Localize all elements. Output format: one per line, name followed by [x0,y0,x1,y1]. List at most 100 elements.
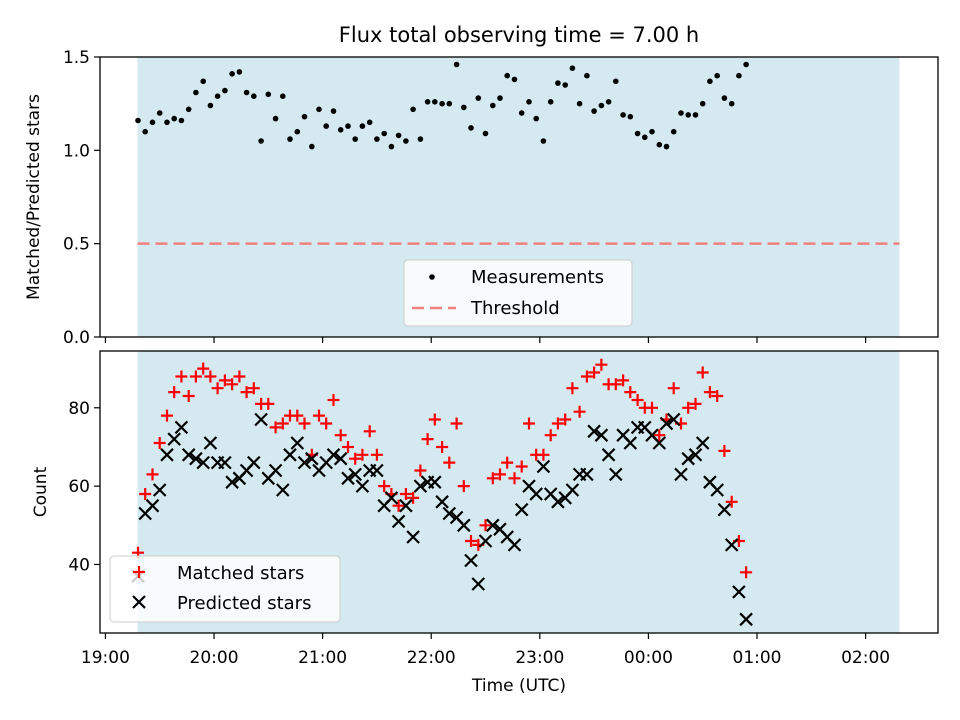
matched-star-point [349,452,362,465]
measurement-point [569,65,576,71]
matched-star-point [617,374,630,387]
predicted-star-point [384,491,399,505]
measurement-point [511,76,518,83]
x-tick-label: 20:00 [190,648,239,668]
measurement-point [193,89,199,96]
measurement-point [171,115,177,122]
matched-star-point [479,519,492,532]
x-tick-label: 22:00 [407,648,456,668]
predicted-star-point [666,412,681,427]
matched-star-point [407,491,420,504]
measurement-point [584,72,590,79]
matched-star-point [342,441,354,453]
matched-star-point [494,468,506,481]
matched-star-point [631,394,644,406]
matched-star-point [218,374,231,387]
ratio-y-tick-label: 0.5 [63,235,90,255]
measurement-point [547,99,554,105]
predicted-star-point [413,479,428,493]
count-legend-box [109,555,341,623]
measurement-point [468,125,474,131]
predicted-star-point [196,455,210,470]
measurement-point [135,117,141,124]
matched-star-point [443,456,456,469]
measurement-point [533,115,539,122]
predicted-star-point [695,436,710,450]
measurement-point [555,80,561,86]
measurement-point [417,136,424,142]
matched-star-point [523,417,535,430]
count-points [131,358,753,627]
predicted-star-point [341,471,355,486]
measurement-point [649,128,655,135]
ratio-y-axis-label: Matched/Predicted stars [24,94,44,300]
matched-star-point [211,382,224,395]
predicted-star-point [189,451,203,466]
matched-star-point [624,386,637,399]
measurement-point [323,123,330,129]
measurement-point [330,108,337,114]
count-legend: Matched stars Predicted stars [109,555,341,623]
matched-star-point [189,370,202,383]
measurement-point [743,61,749,68]
predicted-star-point [174,420,189,435]
predicted-star-point [333,451,348,466]
matched-star-point [559,413,572,426]
measurement-point [518,110,525,116]
measurement-legend-marker [429,274,435,280]
threshold-legend-label: Threshold [470,298,560,319]
measurement-point [214,93,221,99]
matched-star-point [226,378,239,391]
predicted-star-point [732,585,746,599]
measurement-point [359,123,366,129]
measurement-point [294,128,301,135]
ratio-y-tick-label: 1.0 [63,141,90,161]
matched-star-point [247,382,260,395]
matched-star-point [667,382,680,395]
predicted-star-point [659,416,674,431]
x-tick-label: 00:00 [624,648,673,668]
matched-star-point [725,495,738,508]
predicted-star-point [218,455,232,470]
predicted-star-point [674,467,688,482]
measurement-point [576,100,583,107]
predicted-star-point [406,530,420,544]
matched-star-point [168,386,181,399]
matched-star-point [566,382,579,395]
matched-legend-marker [133,566,145,578]
measurement-point [432,99,438,105]
measurement-point [613,78,619,85]
matched-star-point [313,409,325,422]
predicted-star-point [167,432,181,446]
x-tick-label: 23:00 [515,648,564,668]
matched-star-point [240,386,253,399]
matched-star-point [370,448,383,461]
predicted-legend-label: Predicted stars [177,593,311,614]
measurement-point [598,102,605,109]
measurement-point [200,78,206,85]
matched-star-point [320,417,333,430]
matched-star-point [544,429,557,442]
predicted-star-point [478,534,493,548]
predicted-star-point [486,518,500,533]
measurement-point [685,112,691,118]
predicted-star-point [717,502,732,517]
matched-star-point [740,566,753,579]
predicted-star-point [442,506,457,521]
matched-star-point [711,390,724,402]
matched-star-point [428,413,441,426]
measurement-point [149,119,156,126]
predicted-star-point [203,436,218,450]
count-plot-frame [99,350,939,634]
predicted-star-point [435,495,449,509]
predicted-legend-marker [132,595,146,609]
measurement-point [627,113,634,120]
matched-star-point [175,370,188,383]
matched-star-point [233,370,246,383]
matched-star-point [588,366,601,379]
matched-star-point [465,535,477,547]
measurement-point [243,89,250,96]
matched-star-point [414,464,427,477]
predicted-star-point [152,483,167,497]
measurement-point [207,102,214,109]
